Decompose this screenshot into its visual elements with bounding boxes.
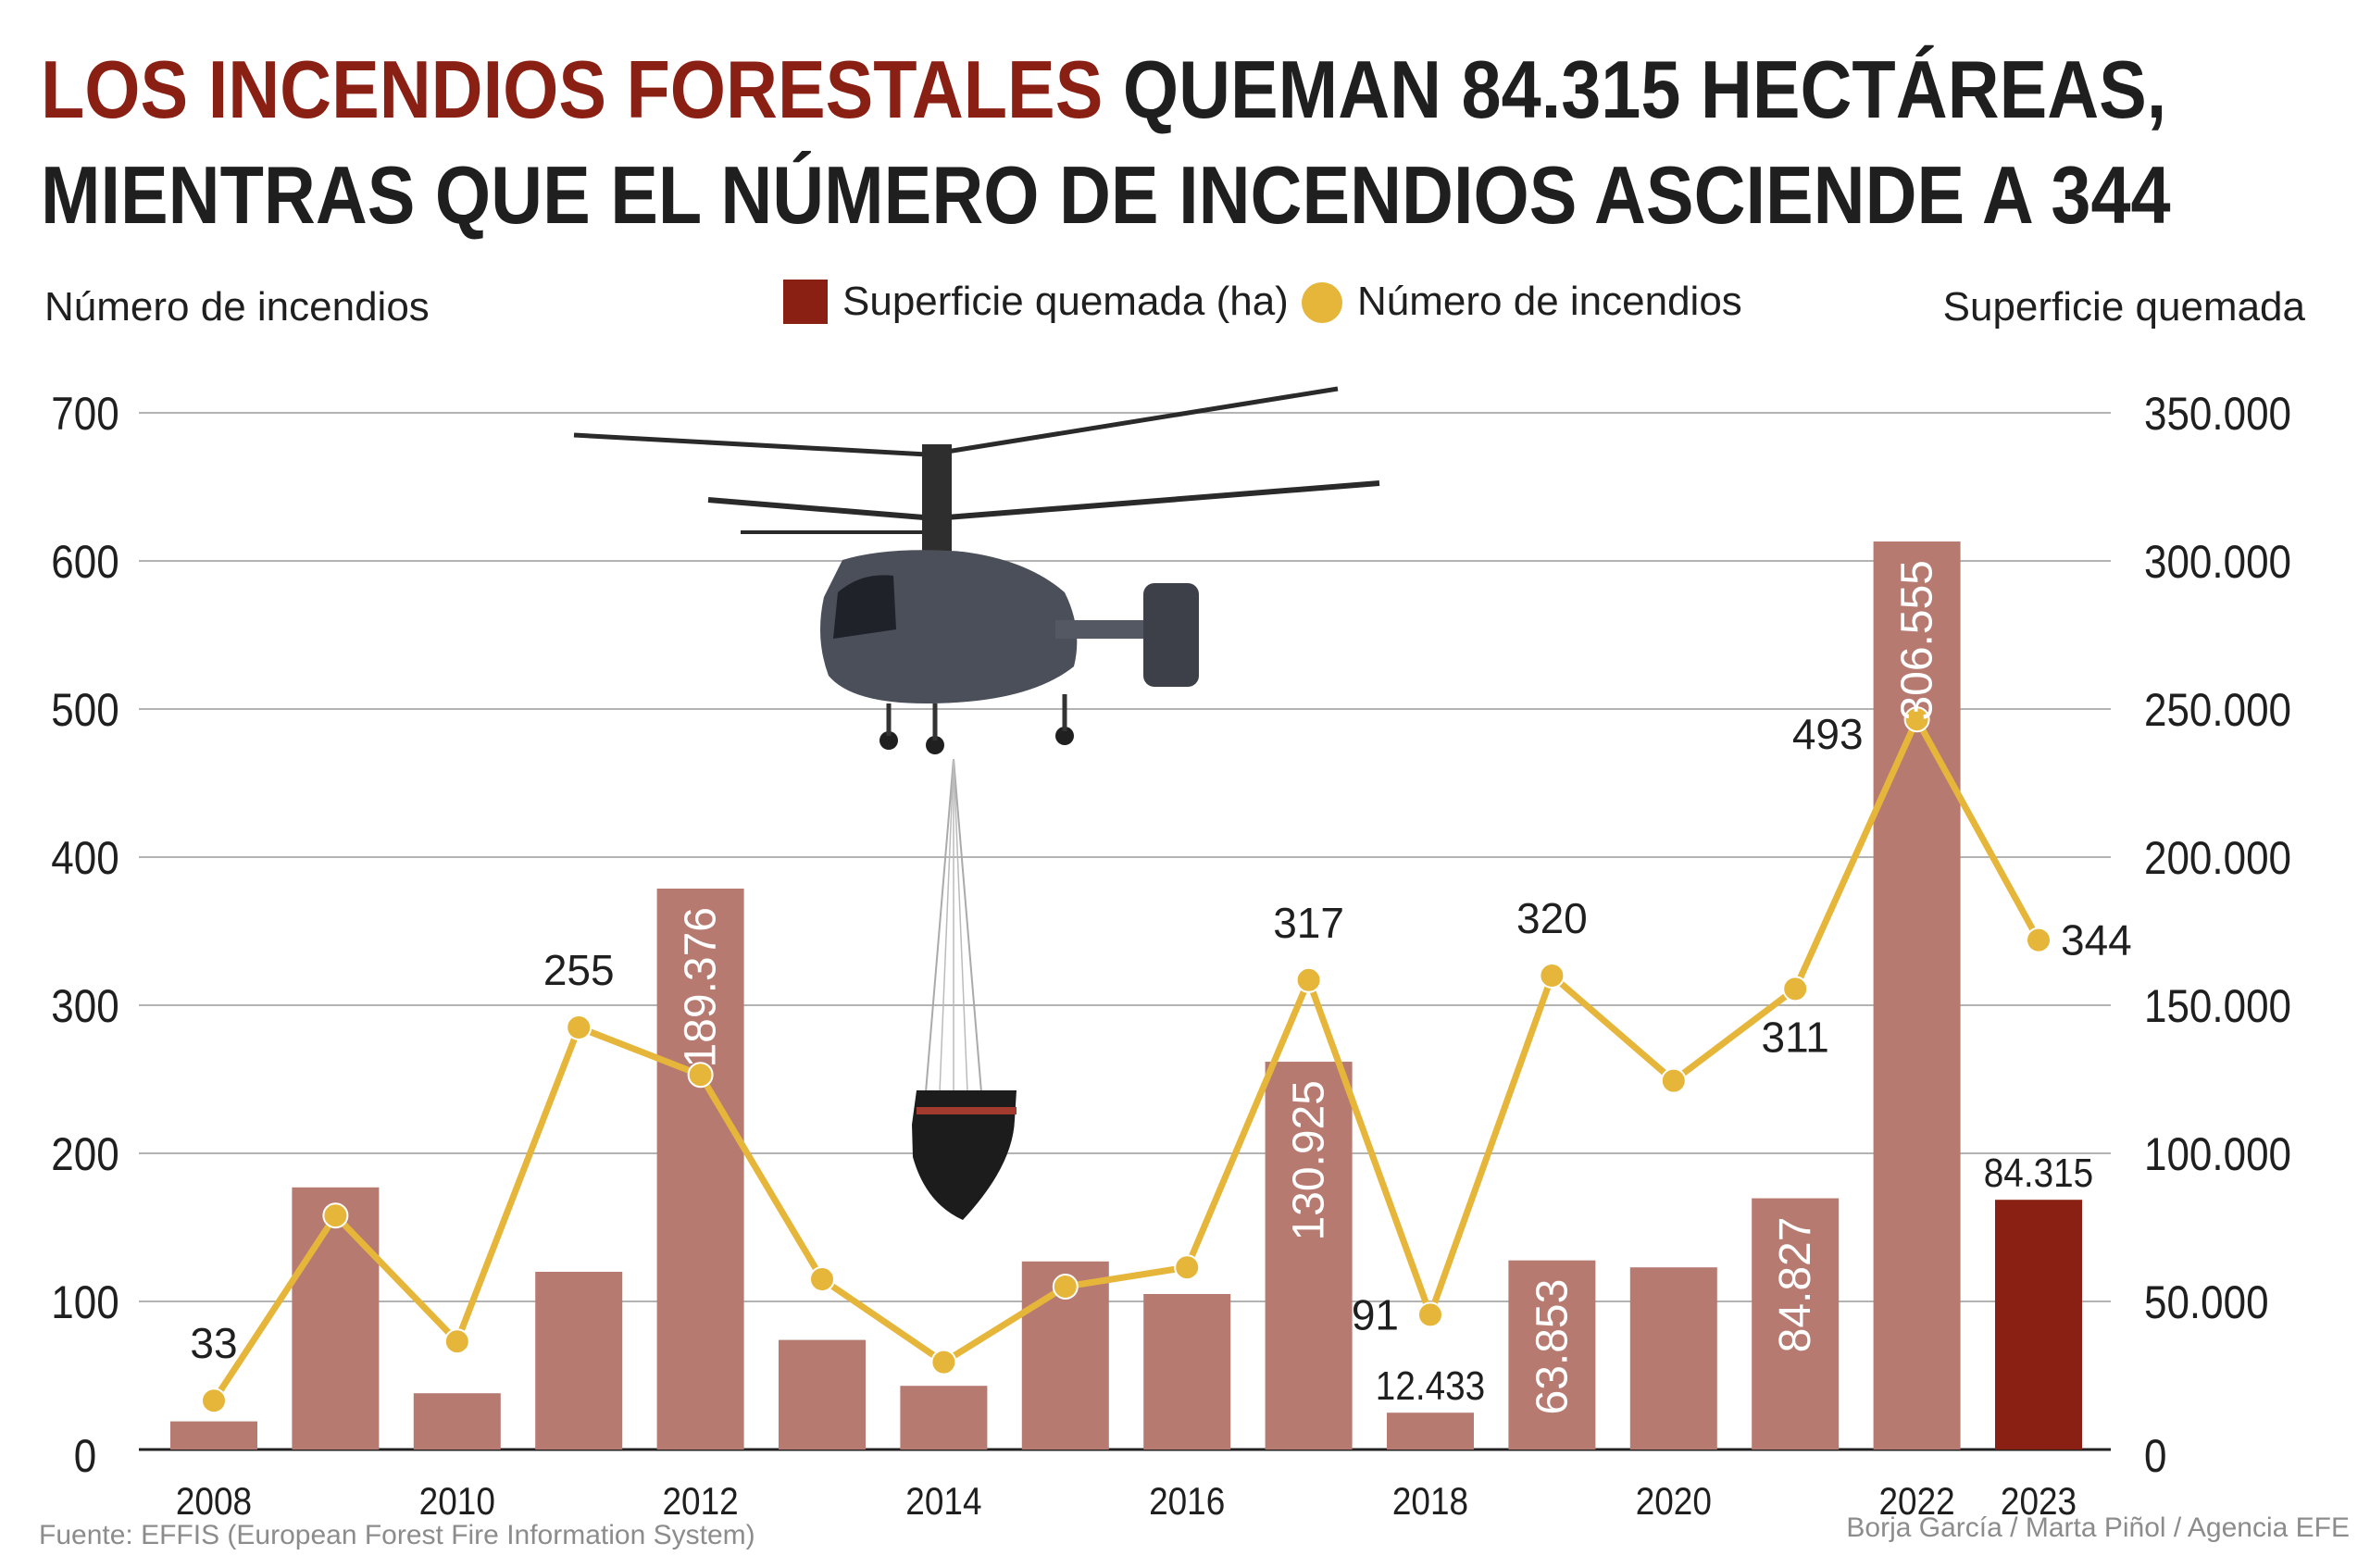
right-tick-label: 350.000	[2144, 387, 2291, 439]
right-tick-label: 200.000	[2144, 831, 2291, 883]
point-2015	[1052, 1274, 1079, 1300]
point-2010	[443, 1328, 470, 1355]
bar-2019	[1508, 1260, 1596, 1450]
line-value-label: 493	[1792, 710, 1864, 758]
title-line-2: MIENTRAS QUE EL NÚMERO DE INCENDIOS ASCI…	[41, 149, 2171, 241]
legend-bar-swatch	[783, 280, 828, 324]
right-tick-label: 300.000	[2144, 535, 2291, 587]
line-value-label: 320	[1516, 894, 1588, 942]
x-tick-label: 2010	[419, 1480, 495, 1524]
title-rest: QUEMAN 84.315 HECTÁREAS,	[1103, 44, 2167, 135]
bar-2018	[1387, 1412, 1474, 1450]
point-2018	[1417, 1301, 1443, 1328]
x-tick-label: 2018	[1392, 1480, 1468, 1524]
left-tick-label: 300	[51, 979, 118, 1031]
left-tick-label: 600	[51, 535, 118, 587]
x-tick-label: 2012	[662, 1480, 738, 1524]
bar-value-label: 84.827	[1771, 1217, 1820, 1353]
legend: Superficie quemada (ha) Número de incendi…	[783, 279, 1742, 324]
title-line-1: LOS INCENDIOS FORESTALES QUEMAN 84.315 H…	[41, 37, 2171, 143]
axis-ticks: 0 100 200 300 400 500 600 700 0 50.000 100.000 150.…	[51, 387, 2291, 1523]
right-tick-label: 250.000	[2144, 683, 2291, 735]
point-2008	[201, 1388, 227, 1414]
bar-2014	[900, 1386, 988, 1450]
line-value-label: 255	[543, 946, 615, 994]
bar-2010	[413, 1393, 501, 1450]
legend-bar-label: Superficie quemada (ha)	[842, 279, 1289, 324]
x-tick-label: 2020	[1636, 1480, 1712, 1524]
x-tick-label: 2023	[2001, 1480, 2077, 1524]
legend-line-swatch	[1302, 282, 1342, 323]
point-2009	[322, 1202, 349, 1229]
right-tick-label: 100.000	[2144, 1127, 2291, 1179]
point-2011	[566, 1014, 592, 1040]
water-bucket	[912, 1090, 1017, 1220]
x-tick-label: 2016	[1149, 1480, 1225, 1524]
bar-2011	[535, 1272, 623, 1450]
bar-value-label: 189.376	[677, 907, 726, 1068]
line-value-label: 311	[1762, 1013, 1829, 1061]
credit-footnote: Borja García / Marta Piñol / Agencia EFE	[1846, 1512, 2350, 1543]
left-tick-label: 500	[51, 683, 118, 735]
bar-2021	[1752, 1198, 1840, 1450]
bar-2016	[1143, 1294, 1231, 1450]
source-footnote: Fuente: EFFIS (European Forest Fire Info…	[39, 1520, 755, 1550]
right-tick-label: 50.000	[2144, 1276, 2269, 1327]
point-2019	[1539, 963, 1565, 989]
left-tick-label: 400	[51, 831, 118, 883]
bar-value-label: 130.925	[1285, 1080, 1334, 1241]
left-tick-label: 200	[51, 1127, 118, 1179]
left-tick-label: 100	[51, 1276, 118, 1327]
left-tick-label: 0	[74, 1429, 96, 1481]
bars-superficie	[170, 541, 2082, 1450]
line-value-label: 91	[1352, 1290, 1399, 1338]
bar-2012	[656, 888, 744, 1450]
bar-value-label: 84.315	[1984, 1150, 2093, 1196]
x-tick-label: 2022	[1878, 1480, 1954, 1524]
title-highlight: LOS INCENDIOS FORESTALES	[41, 44, 1104, 135]
right-axis-title: Superficie quemada	[1943, 284, 2306, 330]
left-axis-title: Número de incendios	[44, 284, 430, 330]
bar-value-label: 12.433	[1376, 1363, 1485, 1409]
point-2016	[1174, 1254, 1201, 1281]
chart-text: Número de incendios Superficie quemada Fue…	[39, 284, 2350, 1550]
bar-2009	[292, 1187, 380, 1450]
chart-title: LOS INCENDIOS FORESTALES QUEMAN 84.315 H…	[41, 37, 2171, 248]
line-numero-incendios	[211, 716, 2042, 1403]
bar-value-label: 306.555	[1893, 560, 1942, 721]
bar-value-label: 63.853	[1528, 1279, 1577, 1415]
point-2017	[1295, 966, 1322, 993]
line-value-label: 344	[2061, 916, 2132, 964]
data-labels: 189.376 130.925 12.433 63.853 84.827 306.555 8…	[190, 560, 2131, 1414]
bar-2008	[170, 1421, 257, 1450]
bar-2020	[1629, 1267, 1717, 1450]
point-2012	[687, 1062, 714, 1089]
point-2021	[1782, 976, 1809, 1002]
right-tick-label: 0	[2144, 1429, 2166, 1481]
left-tick-label: 700	[51, 387, 118, 439]
point-2022	[1903, 706, 1930, 733]
line-value-label: 33	[190, 1319, 237, 1367]
legend-line-label: Número de incendios	[1357, 279, 1742, 324]
x-tick-label: 2014	[905, 1480, 981, 1524]
point-2014	[930, 1349, 957, 1375]
bar-2023	[1995, 1200, 2082, 1450]
bar-2013	[779, 1339, 866, 1450]
point-2023	[2026, 927, 2052, 953]
bar-2022	[1873, 541, 1961, 1450]
line-value-label: 317	[1273, 899, 1344, 947]
bar-2017	[1265, 1062, 1353, 1450]
helicopter-illustration	[573, 386, 1380, 1220]
right-tick-label: 150.000	[2144, 979, 2291, 1031]
line-incendios	[201, 706, 2052, 1414]
x-tick-label: 2008	[176, 1480, 252, 1524]
point-2020	[1660, 1067, 1687, 1094]
point-2013	[809, 1266, 835, 1292]
